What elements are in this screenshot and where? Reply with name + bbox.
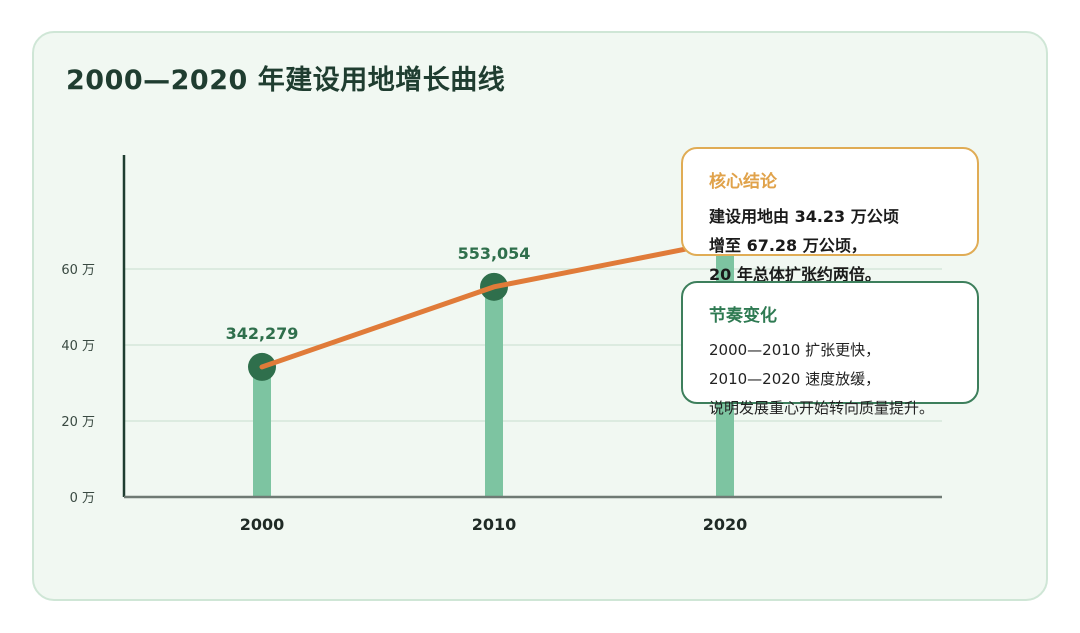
y-tick-label: 60 万 — [61, 263, 95, 278]
core-conclusion-line: 建设用地由 34.23 万公顷 — [709, 207, 899, 226]
bar — [485, 286, 503, 497]
rhythm-change-heading: 节奏变化 — [709, 306, 777, 326]
rhythm-change-line: 2000—2010 扩张更快， — [709, 341, 881, 359]
value-label: 342,279 — [226, 324, 299, 343]
rhythm-change-card: 节奏变化 2000—2010 扩张更快， 2010—2020 速度放缓， 说明发… — [681, 281, 979, 417]
x-tick-label: 2000 — [240, 515, 285, 534]
axis-layer — [122, 155, 942, 499]
trend-line — [259, 238, 728, 370]
rhythm-change-line: 说明发展重心开始转向质量提升。 — [709, 399, 935, 417]
y-tick-label: 40 万 — [61, 339, 95, 354]
chart-title: 2000—2020 年建设用地增长曲线 — [66, 65, 506, 96]
x-tick-label: 2020 — [703, 515, 748, 534]
bar — [253, 366, 271, 497]
x-tick-label: 2010 — [472, 515, 517, 534]
y-tick-label: 0 万 — [70, 491, 95, 506]
core-conclusion-card: 核心结论 建设用地由 34.23 万公顷 增至 67.28 万公顷， 20 年总… — [681, 147, 979, 284]
y-tick-label: 20 万 — [61, 415, 95, 430]
rhythm-change-line: 2010—2020 速度放缓， — [709, 370, 881, 388]
core-conclusion-line: 增至 67.28 万公顷， — [709, 236, 867, 255]
label-layer: 0 万 20 万 40 万 60 万 2000 2010 2020 342,279 553,05… — [61, 244, 747, 534]
core-conclusion-line: 20 年总体扩张约两倍。 — [709, 265, 881, 284]
core-conclusion-heading: 核心结论 — [709, 172, 777, 192]
value-label: 553,054 — [458, 244, 531, 263]
line-layer — [248, 238, 728, 381]
